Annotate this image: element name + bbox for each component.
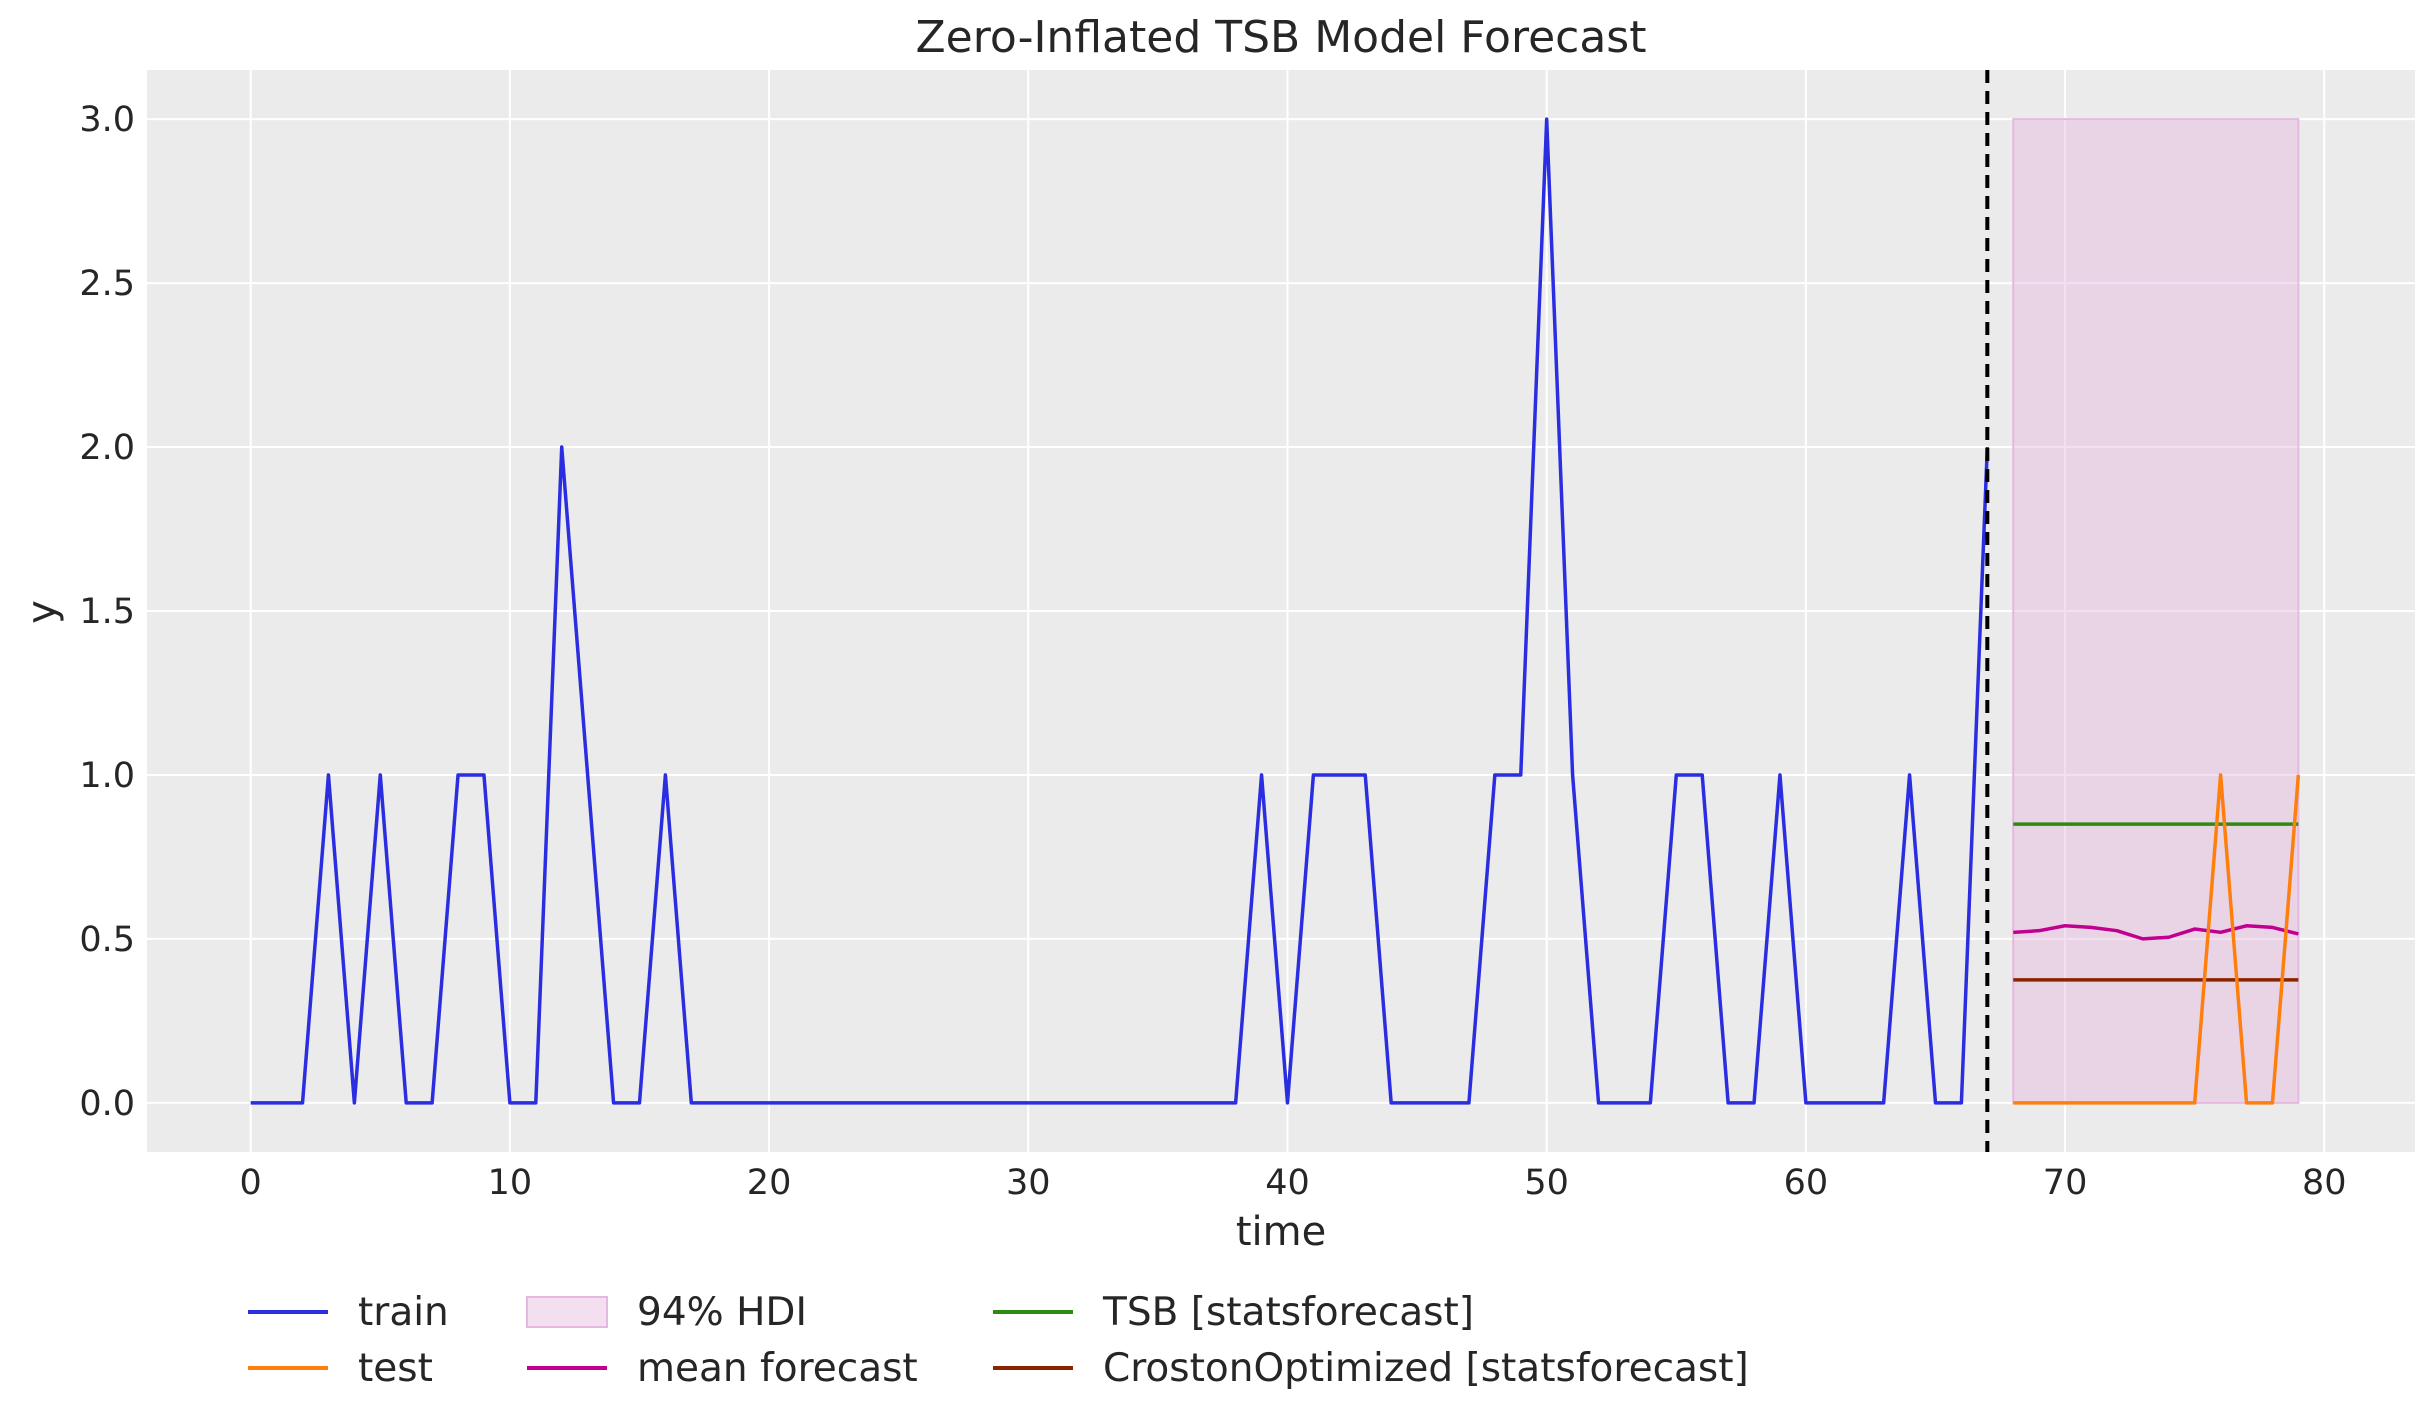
x-tick-label: 40	[1265, 1163, 1310, 1203]
x-tick-label: 10	[488, 1163, 533, 1203]
chart-title: Zero-Inflated TSB Model Forecast	[916, 12, 1647, 63]
x-tick-label: 80	[2302, 1163, 2347, 1203]
series-layer	[250, 117, 2301, 1105]
legend: train test 94% HDI mean forecast TSB [statsf…	[248, 1290, 1749, 1391]
hdi-band	[2012, 118, 2300, 1104]
x-tick-label: 30	[1006, 1163, 1051, 1203]
y-tick-label: 1.0	[79, 756, 135, 796]
legend-label-test: test	[358, 1346, 433, 1391]
x-tick-label: 20	[747, 1163, 792, 1203]
hdi-band-layer	[2012, 118, 2300, 1104]
legend-label-train: train	[358, 1290, 449, 1335]
x-tick-label: 60	[1784, 1163, 1829, 1203]
x-tick-label: 0	[240, 1163, 262, 1203]
legend-label-94-hdi: 94% HDI	[637, 1290, 807, 1335]
x-axis-label: time	[1236, 1209, 1326, 1255]
y-axis-ticks: 0.0 0.5 1.0 1.5 2.0 2.5 3.0	[79, 100, 135, 1124]
series-test-line	[2013, 773, 2301, 1105]
legend-label-crostonoptimized-statsforecast: CrostonOptimized [statsforecast]	[1103, 1346, 1749, 1391]
y-tick-label: 0.0	[79, 1084, 135, 1124]
series-train-line	[250, 117, 1990, 1105]
y-axis-label: y	[19, 600, 65, 624]
legend-label-mean-forecast: mean forecast	[637, 1346, 918, 1391]
y-tick-label: 2.5	[79, 264, 135, 304]
y-tick-label: 2.0	[79, 428, 135, 468]
y-tick-label: 0.5	[79, 920, 135, 960]
x-tick-label: 70	[2043, 1163, 2088, 1203]
x-tick-label: 50	[1524, 1163, 1569, 1203]
x-axis-ticks: 0 10 20 30 40 50 60 70 80	[240, 1163, 2347, 1203]
legend-swatch-94-hdi	[526, 1296, 608, 1328]
series-mean-forecast-line	[2013, 924, 2299, 941]
y-tick-label: 3.0	[79, 100, 135, 140]
legend-label-tsb-statsforecast: TSB [statsforecast]	[1102, 1290, 1474, 1335]
y-tick-label: 1.5	[79, 592, 135, 632]
